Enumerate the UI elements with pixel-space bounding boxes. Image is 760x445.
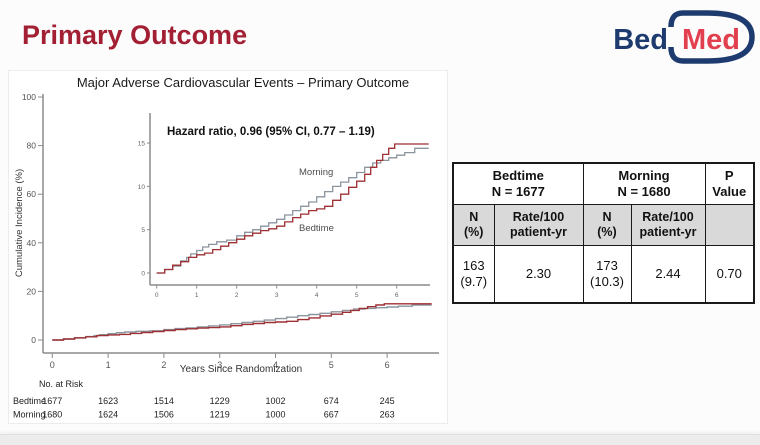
risk-value: 1229 [210,396,230,406]
inset-y-tick-label: 5 [141,227,145,234]
logo-text-bed: Bed [613,24,668,56]
y-tick-label: 100 [22,92,36,102]
logo-bracket-icon [668,10,755,64]
series-label-morning: Morning [299,167,333,178]
series-label-bedtime: Bedtime [299,223,334,234]
y-tick-label: 80 [27,141,37,151]
risk-table-label: No. at Risk [39,379,84,389]
inset-series-bedtime [156,143,429,274]
page-title: Primary Outcome [22,20,248,50]
risk-row-label-bedtime: Bedtime [13,396,46,406]
value-bedtime-n: 163 (9.7) [452,245,495,304]
results-table: Bedtime N = 1677 Morning N = 1680 P Valu… [452,162,755,304]
x-tick-label: 6 [385,360,390,370]
x-tick-label: 5 [329,360,334,370]
subheader-bedtime-rate: Rate/100 patient-yr [493,204,584,246]
risk-value: 1000 [265,410,285,420]
y-tick-label: 20 [27,286,37,296]
results-group-morning: Morning N = 1680 [582,162,706,205]
risk-value: 1677 [42,396,62,406]
risk-value: 1623 [98,396,118,406]
inset-x-tick-label: 3 [275,292,279,299]
value-morning-n: 173 (10.3) [582,245,632,304]
bedmed-logo: Bed Med [613,10,755,64]
results-subheader-row: N (%) Rate/100 patient-yr N (%) Rate/100… [452,204,755,246]
risk-value: 667 [324,410,339,420]
y-tick-label: 0 [31,335,36,345]
risk-value: 1219 [210,410,230,420]
inset-y-tick-label: 15 [138,141,146,148]
risk-row-label-morning: Morning [13,410,46,420]
value-pvalue: 0.70 [704,245,755,304]
y-tick-label: 40 [27,238,37,248]
risk-value: 245 [380,396,395,406]
subheader-bedtime-n: N (%) [452,204,495,246]
risk-value: 1514 [154,396,174,406]
results-header-row: Bedtime N = 1677 Morning N = 1680 P Valu… [452,162,755,205]
inset-x-tick-label: 0 [155,292,159,299]
x-tick-label: 4 [273,360,278,370]
inset-x-tick-label: 1 [195,292,199,299]
inset-x-tick-label: 5 [355,292,359,299]
x-tick-label: 2 [161,360,166,370]
risk-value: 1506 [154,410,174,420]
y-tick-label: 60 [27,189,37,199]
logo-text-med: Med [682,24,740,56]
x-tick-label: 1 [106,360,111,370]
x-tick-label: 3 [217,360,222,370]
risk-value: 263 [380,410,395,420]
risk-value: 674 [324,396,339,406]
results-data-row: 163 (9.7) 2.30 173 (10.3) 2.44 0.70 [452,245,755,304]
hazard-ratio-annotation: Hazard ratio, 0.96 (95% CI, 0.77 – 1.19) [167,126,375,138]
risk-value: 1002 [265,396,285,406]
main-series-bedtime [52,303,432,341]
chart-panel: 0 20 40 60 80 100 0 1 2 3 4 5 6 Major Adverse Cardiov… [8,70,448,424]
results-group-pvalue: P Value [704,162,755,205]
bottom-strip [0,434,760,445]
risk-value: 1624 [98,410,118,420]
inset-x-tick-label: 4 [315,292,319,299]
x-tick-label: 0 [50,360,55,370]
inset-y-tick-label: 10 [138,184,146,191]
y-axis-label: Cumulative Incidence (%) [14,169,25,277]
x-axis-label: Years Since Randomization [180,364,302,375]
inset-y-tick-label: 0 [141,271,145,278]
inset-series-morning [156,147,429,274]
subheader-morning-rate: Rate/100 patient-yr [630,204,706,246]
results-group-bedtime: Bedtime N = 1677 [452,162,584,205]
subheader-morning-n: N (%) [582,204,632,246]
inset-x-tick-label: 2 [235,292,239,299]
risk-value: 1680 [42,410,62,420]
value-bedtime-rate: 2.30 [493,245,584,304]
subheader-pvalue-empty [704,204,755,246]
value-morning-rate: 2.44 [630,245,706,304]
inset-x-tick-label: 6 [395,292,399,299]
chart-title: Major Adverse Cardiovascular Events – Pr… [77,75,409,90]
